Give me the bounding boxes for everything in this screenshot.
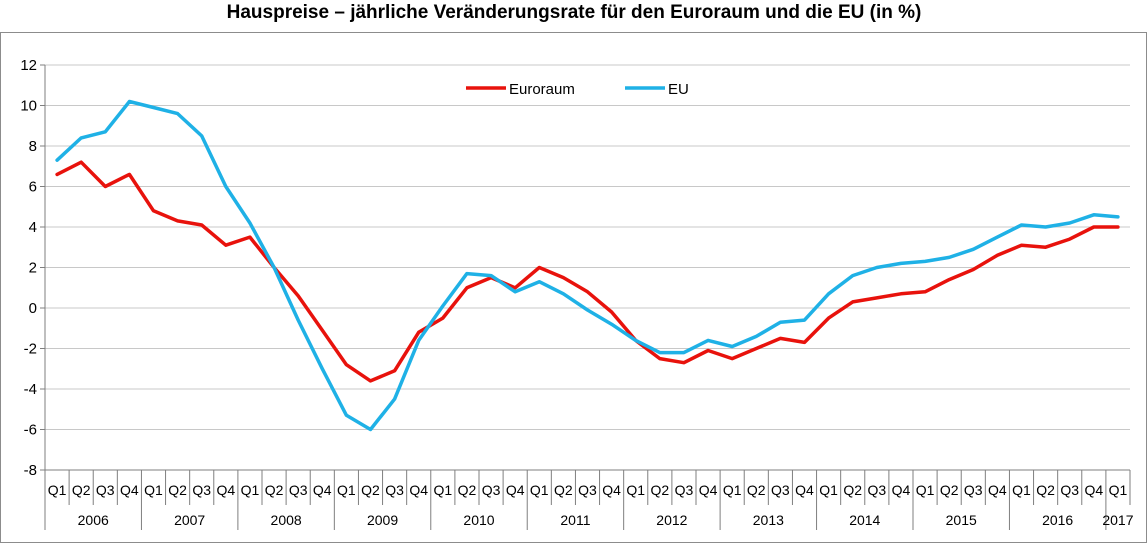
x-tick-label: Q4 xyxy=(988,482,1007,498)
x-tick-label: Q3 xyxy=(289,482,308,498)
x-tick-label: Q1 xyxy=(337,482,356,498)
chart-frame xyxy=(0,32,1147,543)
x-tick-label: Q1 xyxy=(1109,482,1128,498)
legend-label: Euroraum xyxy=(509,81,575,98)
y-tick-label: -2 xyxy=(24,341,37,358)
x-tick-label: Q1 xyxy=(433,482,452,498)
x-tick-label: Q1 xyxy=(48,482,67,498)
x-tick-label: Q1 xyxy=(819,482,838,498)
y-tick-label: -6 xyxy=(24,422,37,439)
x-tick-label: Q2 xyxy=(843,482,862,498)
x-tick-label: Q2 xyxy=(265,482,284,498)
x-tick-label: Q2 xyxy=(72,482,91,498)
x-tick-label: Q2 xyxy=(747,482,766,498)
y-tick-label: 0 xyxy=(29,300,37,317)
y-axis: -8 -6 -4 -2 0 2 4 6 8 10 12 xyxy=(20,57,46,479)
year-label: 2012 xyxy=(656,512,687,528)
x-tick-label: Q3 xyxy=(192,482,211,498)
x-tick-label: Q1 xyxy=(723,482,742,498)
x-tick-label: Q3 xyxy=(482,482,501,498)
x-tick-label: Q1 xyxy=(916,482,935,498)
legend-label: EU xyxy=(668,81,689,98)
x-tick-label: Q4 xyxy=(506,482,525,498)
y-tick-label: 12 xyxy=(20,57,37,74)
x-tick-label: Q3 xyxy=(964,482,983,498)
year-label: 2016 xyxy=(1042,512,1073,528)
x-tick-label: Q3 xyxy=(867,482,886,498)
y-tick-label: 8 xyxy=(29,138,37,155)
x-tick-label: Q3 xyxy=(578,482,597,498)
series-line-euroraum xyxy=(55,160,1120,383)
x-tick-label: Q2 xyxy=(650,482,669,498)
x-tick-label: Q4 xyxy=(313,482,332,498)
y-tick-label: -4 xyxy=(24,381,37,398)
x-tick-label: Q4 xyxy=(120,482,139,498)
year-label: 2015 xyxy=(946,512,977,528)
x-tick-label: Q2 xyxy=(168,482,187,498)
x-tick-label: Q1 xyxy=(241,482,260,498)
x-tick-label: Q3 xyxy=(96,482,115,498)
y-tick-label: 10 xyxy=(20,98,37,115)
x-axis: Q1 Q2 Q3 Q4 Q1 Q2 Q3 Q4 Q1 Q2 Q3 Q4 Q1 Q2 Q3 Q4 Q1 Q2 Q3 Q4… xyxy=(44,469,1134,530)
x-tick-label: Q4 xyxy=(892,482,911,498)
x-tick-label: Q4 xyxy=(409,482,428,498)
x-tick-label: Q1 xyxy=(530,482,549,498)
x-tick-label: Q1 xyxy=(626,482,645,498)
x-tick-label: Q2 xyxy=(940,482,959,498)
year-label: 2011 xyxy=(560,512,590,528)
gridlines xyxy=(45,64,1130,471)
year-label: 2014 xyxy=(849,512,880,528)
y-tick-label: 6 xyxy=(29,179,37,196)
x-tick-label: Q4 xyxy=(216,482,235,498)
year-label: 2007 xyxy=(174,512,205,528)
legend: Euroraum EU xyxy=(466,81,689,98)
x-tick-label: Q3 xyxy=(771,482,790,498)
x-tick-label: Q1 xyxy=(144,482,163,498)
year-label: 2010 xyxy=(463,512,494,528)
year-label: 2006 xyxy=(78,512,109,528)
x-tick-label: Q3 xyxy=(385,482,404,498)
x-tick-label: Q1 xyxy=(1012,482,1031,498)
year-label: 2013 xyxy=(753,512,784,528)
series-line-eu xyxy=(55,99,1120,432)
x-tick-label: Q4 xyxy=(1084,482,1103,498)
y-tick-label: 2 xyxy=(29,260,37,277)
x-tick-label: Q3 xyxy=(675,482,694,498)
x-tick-label: Q2 xyxy=(554,482,573,498)
x-tick-label: Q4 xyxy=(699,482,718,498)
year-label: 2017 xyxy=(1102,512,1133,528)
x-tick-label: Q2 xyxy=(458,482,477,498)
series-lines xyxy=(55,99,1120,432)
x-tick-label: Q3 xyxy=(1060,482,1079,498)
x-tick-label: Q2 xyxy=(1036,482,1055,498)
y-tick-label: 4 xyxy=(29,219,37,236)
x-tick-label: Q4 xyxy=(795,482,814,498)
x-tick-label: Q2 xyxy=(361,482,380,498)
y-tick-label: -8 xyxy=(24,462,37,479)
chart-title: Hauspreise – jährliche Veränderungsrate … xyxy=(226,2,922,23)
x-tick-label: Q4 xyxy=(602,482,621,498)
year-label: 2008 xyxy=(271,512,302,528)
year-label: 2009 xyxy=(367,512,398,528)
